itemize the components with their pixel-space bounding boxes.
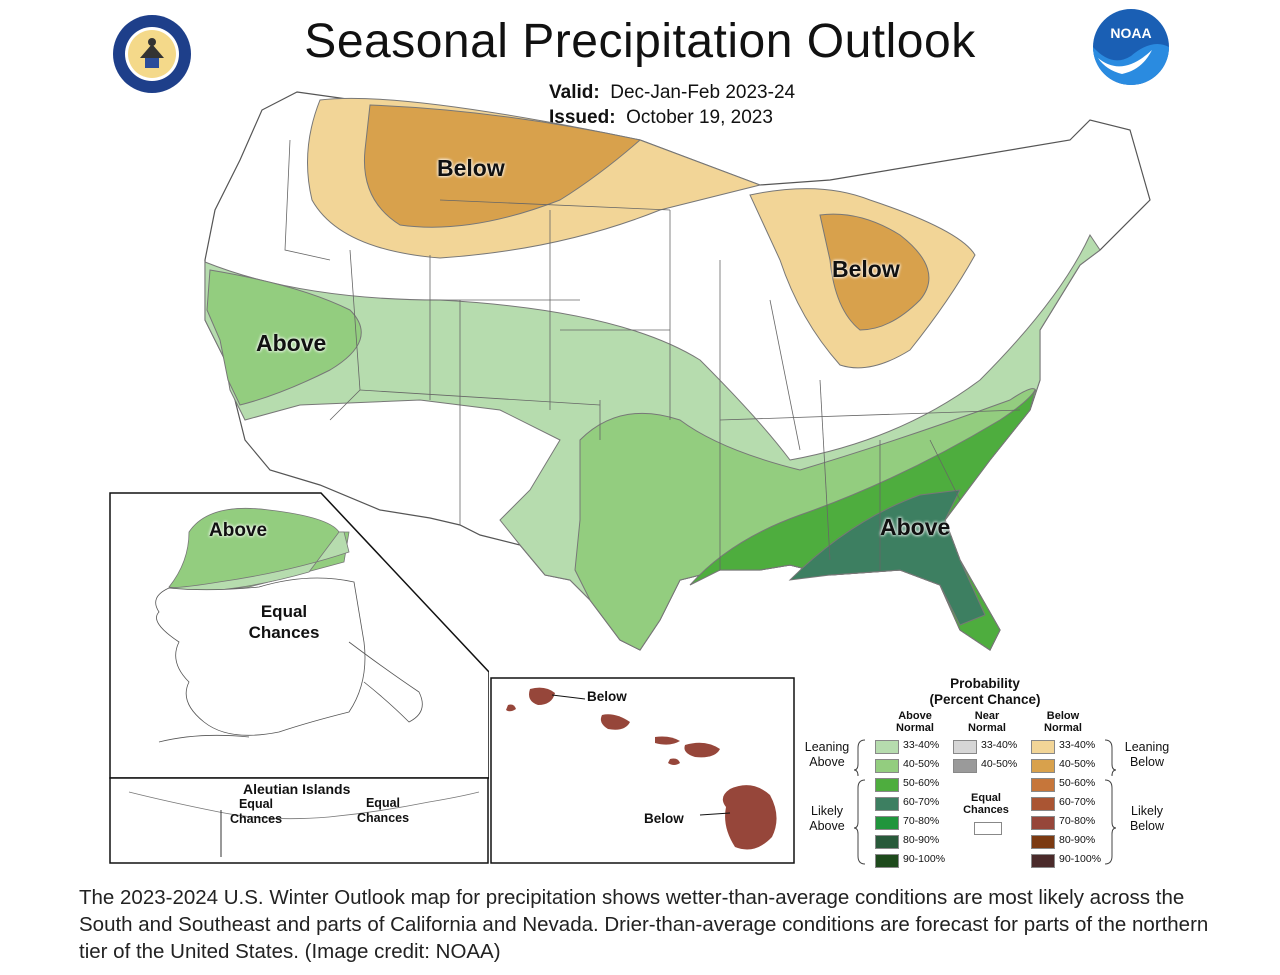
aleutian-title: Aleutian Islands — [243, 781, 351, 797]
legend-below-swatch-label: 60-70% — [1059, 796, 1096, 808]
legend-below-swatch-label: 70-80% — [1059, 815, 1096, 827]
legend-above-swatch-label: 40-50% — [903, 758, 940, 770]
legend-below-swatch — [1031, 854, 1055, 868]
legend-near-swatch — [953, 759, 977, 773]
legend-above-swatch-label: 33-40% — [903, 739, 940, 751]
legend-below-swatch-label: 50-60% — [1059, 777, 1096, 789]
legend-brace-left — [853, 739, 866, 865]
below-40-50-north — [363, 104, 642, 228]
legend-above-swatch-label: 50-60% — [903, 777, 940, 789]
legend-below-swatch — [1031, 835, 1055, 849]
legend-col-above: Above Normal — [896, 710, 934, 734]
legend-above-swatch — [875, 759, 899, 773]
caption: The 2023-2024 U.S. Winter Outlook map fo… — [79, 886, 1209, 963]
legend-below-swatch — [1031, 740, 1055, 754]
alaska-above-label: Above — [209, 520, 268, 541]
aleutian-equal-label-2: Equal Chances — [356, 796, 410, 825]
legend-below-swatch — [1031, 797, 1055, 811]
hawaii-below-label-1: Below — [587, 689, 627, 704]
above-40-50-west — [206, 269, 362, 406]
legend-below-swatch-label: 40-50% — [1059, 758, 1096, 770]
legend-equal-swatch — [974, 822, 1002, 835]
aleutian-equal-label-1: Equal Chances — [229, 797, 283, 826]
legend-above-swatch — [875, 816, 899, 830]
legend-above-swatch-label: 90-100% — [903, 853, 946, 865]
legend-above-swatch — [875, 854, 899, 868]
legend-leaning-below: Leaning Below — [1124, 740, 1170, 769]
map-meta: Valid: Dec-Jan-Feb 2023-24 Issued: Octob… — [549, 80, 795, 130]
legend-above-swatch-label: 80-90% — [903, 834, 940, 846]
legend-near-swatch-label: 33-40% — [981, 739, 1018, 751]
issued-value: October 19, 2023 — [626, 107, 773, 128]
legend-above-swatch-label: 70-80% — [903, 815, 940, 827]
legend-near-swatch-label: 40-50% — [981, 758, 1018, 770]
issued-label: Issued: — [549, 107, 616, 128]
legend-above-swatch — [875, 835, 899, 849]
commerce-seal-logo — [113, 15, 191, 93]
legend-brace-right — [1104, 739, 1117, 865]
legend-title-line2: (Percent Chance) — [929, 692, 1041, 707]
below-40-50-lakes — [819, 213, 930, 331]
legend-likely-below: Likely Below — [1129, 804, 1165, 833]
legend-below-swatch — [1031, 778, 1055, 792]
legend-below-swatch-label: 90-100% — [1059, 853, 1102, 865]
legend-above-swatch — [875, 797, 899, 811]
hawaii-below-label-2: Below — [644, 811, 684, 826]
alaska-equal-chances-label: Equal Chances — [248, 602, 320, 642]
legend-col-below: Below Normal — [1044, 710, 1082, 734]
legend-likely-above: Likely Above — [809, 804, 845, 833]
legend-near-swatch — [953, 740, 977, 754]
above-60-70-region — [788, 489, 986, 626]
lakes-below-label: Below — [832, 256, 900, 282]
legend-below-swatch — [1031, 816, 1055, 830]
probability-legend: Probability (Percent Chance) Above Norma… — [795, 670, 1175, 880]
legend-above-swatch-label: 60-70% — [903, 796, 940, 808]
west-above-label: Above — [256, 330, 327, 356]
valid-label: Valid: — [549, 82, 600, 103]
legend-above-swatch — [875, 740, 899, 754]
alaska-inset — [109, 492, 489, 864]
legend-below-swatch-label: 33-40% — [1059, 739, 1096, 751]
valid-value: Dec-Jan-Feb 2023-24 — [610, 82, 796, 103]
legend-above-swatch — [875, 778, 899, 792]
legend-below-swatch — [1031, 759, 1055, 773]
hawaii-inset — [490, 677, 795, 864]
north-below-label: Below — [437, 155, 505, 181]
precipitation-map — [204, 91, 1151, 651]
southeast-above-label: Above — [880, 514, 951, 540]
state-borders — [284, 139, 1021, 570]
legend-title: Probability (Percent Chance) — [925, 676, 1045, 708]
noaa-logo-text: NOAA — [1110, 25, 1151, 41]
legend-col-near: Near Normal — [968, 710, 1006, 734]
legend-below-swatch-label: 80-90% — [1059, 834, 1096, 846]
map-title: Seasonal Precipitation Outlook — [304, 15, 976, 68]
legend-leaning-above: Leaning Above — [804, 740, 850, 769]
legend-equal-chances: Equal Chances — [963, 792, 1009, 816]
legend-title-line1: Probability — [950, 676, 1020, 691]
noaa-logo: NOAA — [1093, 9, 1169, 85]
